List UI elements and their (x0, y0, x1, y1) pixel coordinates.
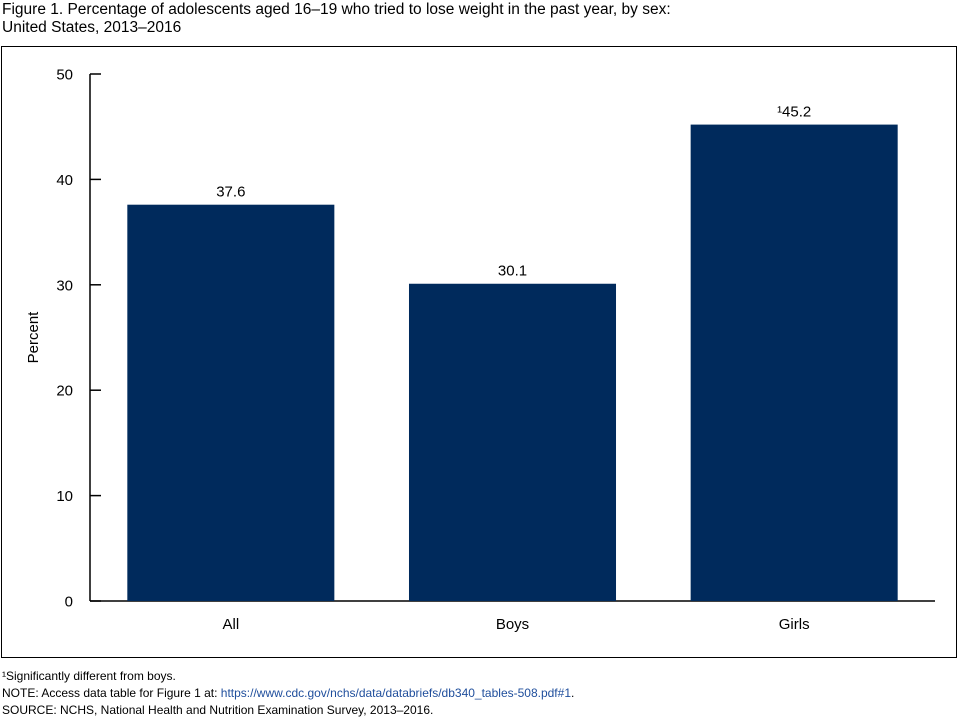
bar-boys (408, 283, 617, 601)
chart-frame: 0 10 20 30 40 50 All Boys Girls 37.6 30.1 ¹45.2 P… (1, 46, 957, 658)
y-tick-label: 20 (56, 383, 73, 400)
figure-title-line-2: United States, 2013–2016 (2, 19, 182, 36)
figure-title: Figure 1. Percentage of adolescents aged… (2, 1, 942, 37)
bar-series (127, 124, 898, 602)
figure-title-line-1: Figure 1. Percentage of adolescents aged… (2, 1, 671, 18)
data-label-girls: ¹45.2 (777, 104, 811, 121)
x-tick-label-all: All (222, 616, 239, 633)
source-line: SOURCE: NCHS, National Health and Nutrit… (2, 703, 434, 717)
bar-chart: 0 10 20 30 40 50 All Boys Girls 37.6 30.1 ¹45.2 P… (25, 67, 935, 633)
figure-notes: ¹Significantly different from boys. NOTE… (2, 668, 952, 719)
y-tick-label: 0 (65, 594, 73, 611)
y-tick-label: 10 (56, 488, 73, 505)
note-prefix: NOTE: Access data table for Figure 1 at: (2, 686, 221, 700)
y-tick-label: 30 (56, 277, 73, 294)
y-axis: 0 10 20 30 40 50 (56, 67, 101, 611)
data-labels: 37.6 30.1 ¹45.2 (216, 104, 811, 280)
data-label-all: 37.6 (216, 184, 245, 201)
y-tick-label: 50 (56, 67, 73, 84)
note-line: NOTE: Access data table for Figure 1 at:… (2, 685, 952, 702)
bar-all (127, 204, 335, 602)
x-tick-label-boys: Boys (496, 616, 529, 633)
x-tick-label-girls: Girls (779, 616, 810, 633)
note-suffix: . (571, 686, 575, 700)
x-axis: All Boys Girls (90, 600, 935, 633)
bar-girls (690, 124, 898, 601)
y-axis-label: Percent (25, 311, 42, 364)
y-tick-label: 40 (56, 172, 73, 189)
data-label-boys: 30.1 (498, 263, 527, 280)
data-table-link[interactable]: https://www.cdc.gov/nchs/data/databriefs… (220, 686, 571, 700)
footnote: ¹Significantly different from boys. (2, 669, 176, 683)
